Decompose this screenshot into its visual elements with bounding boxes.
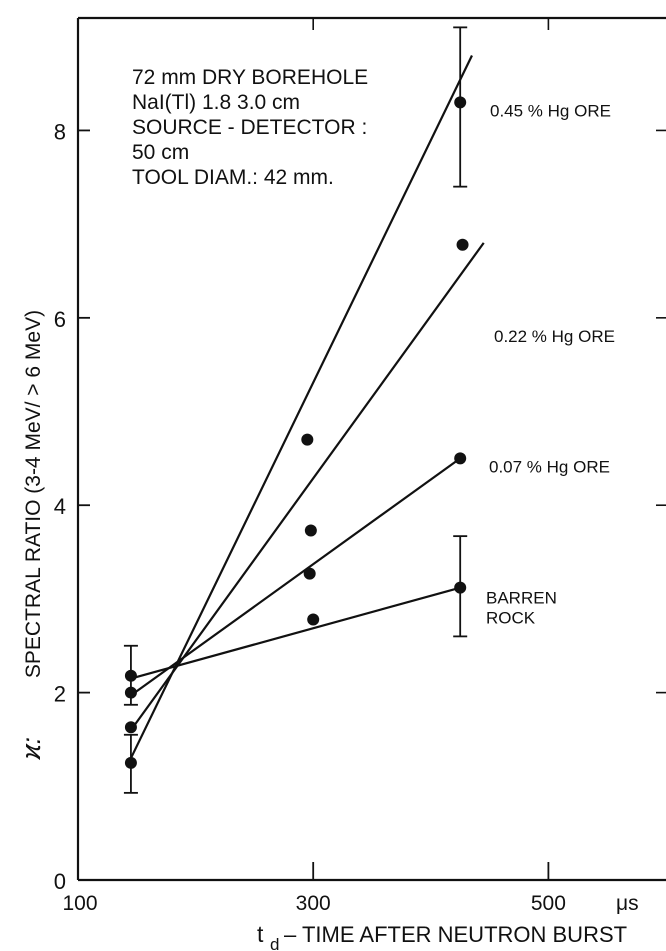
x-tick-label-500: 500: [531, 892, 566, 915]
y-axis-symbol: ϰ:: [16, 737, 46, 761]
data-point-series-0-1: [301, 433, 314, 446]
y-tick-label-0: 0: [54, 869, 66, 894]
data-point-series-1-2: [456, 238, 469, 251]
text-labels: 0 2 4 6 8 100 300 500 μs 0.45 % Hg ORE 0.22 % Hg O…: [16, 66, 639, 951]
axis-ticks: [78, 18, 666, 880]
data-point-series-3-2: [454, 581, 467, 594]
fit-line-series-2: [130, 457, 461, 697]
x-unit-label: μs: [616, 892, 639, 915]
x-axis-title: – TIME AFTER NEUTRON BURST: [284, 922, 627, 947]
data-point-series-0-0: [124, 756, 137, 769]
y-axis-title: SPECTRAL RATIO (3-4 MeV/ > 6 MeV): [22, 310, 45, 678]
x-tick-label-100: 100: [62, 892, 97, 915]
y-tick-label-2: 2: [54, 682, 66, 707]
fit-line-series-0: [129, 54, 473, 759]
fit-lines: [129, 54, 485, 759]
y-tick-label-4: 4: [54, 494, 66, 519]
y-tick-label-8: 8: [54, 119, 66, 144]
data-point-series-2-1: [303, 567, 316, 580]
data-point-series-3-0: [124, 669, 137, 682]
series-label-2-line-0: 0.07 % Hg ORE: [489, 457, 610, 476]
annotation-line-2: SOURCE - DETECTOR :: [132, 116, 367, 139]
annotation-line-1: NaI(Tl) 1.8 3.0 cm: [132, 91, 300, 114]
data-point-series-1-0: [124, 721, 137, 734]
series-label-3-line-0: BARREN: [486, 589, 557, 608]
plot-frame: [76, 16, 666, 882]
series-label-1-line-0: 0.22 % Hg ORE: [494, 327, 615, 346]
data-point-series-2-0: [124, 686, 137, 699]
fit-line-series-3: [130, 586, 461, 680]
data-point-series-3-1: [307, 613, 320, 626]
annotation-line-3: 50 cm: [132, 141, 189, 164]
data-point-series-0-2: [454, 96, 467, 109]
series-label-0-line-0: 0.45 % Hg ORE: [490, 101, 611, 120]
annotation-line-4: TOOL DIAM.: 42 mm.: [132, 166, 334, 189]
annotation-line-0: 72 mm DRY BOREHOLE: [132, 66, 368, 89]
data-points: [124, 96, 469, 769]
x-tick-label-300: 300: [296, 892, 331, 915]
y-tick-label-6: 6: [54, 307, 66, 332]
series-label-3-line-1: ROCK: [486, 609, 536, 628]
x-axis-title-subscript: d: [270, 935, 279, 951]
data-point-series-1-1: [304, 524, 317, 537]
data-point-series-2-2: [454, 452, 467, 465]
x-axis-title-prefix: t: [257, 921, 264, 947]
fit-line-series-1: [130, 242, 485, 731]
